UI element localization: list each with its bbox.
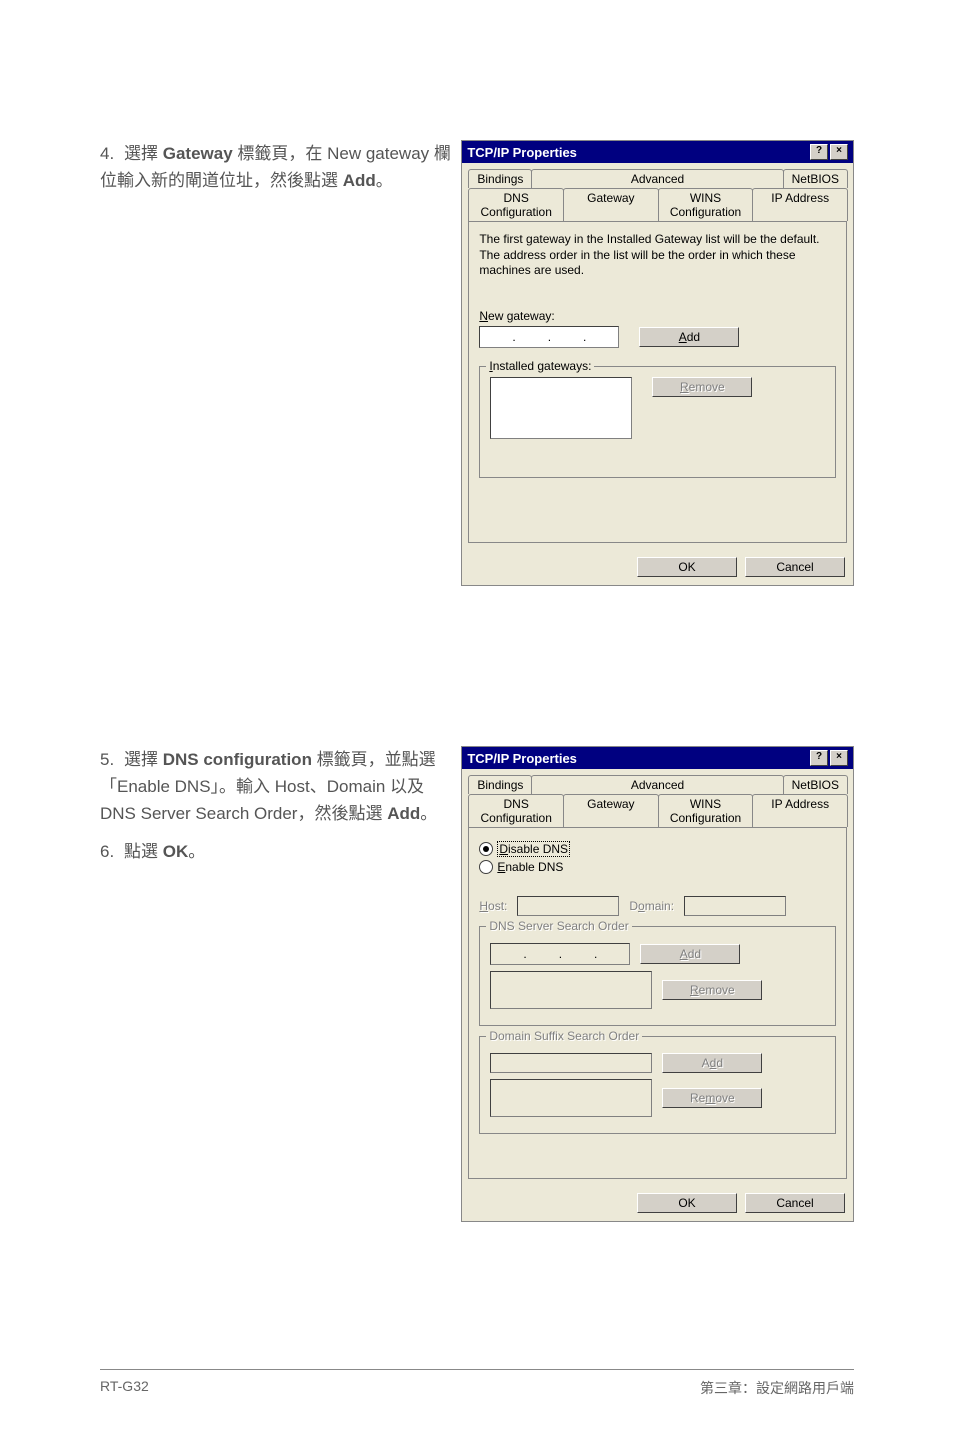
step-6-num: 6.: [100, 838, 124, 865]
new-gateway-label: NNew gateway:ew gateway:: [479, 309, 836, 323]
disable-dns-radio[interactable]: Disable DNS: [479, 841, 836, 857]
installed-gateways-group: Installed gateways: Remove: [479, 366, 836, 478]
d2-tab-netbios[interactable]: NetBIOS: [783, 775, 848, 794]
d2-tab-bindings[interactable]: Bindings: [468, 775, 532, 794]
d2-ok-button[interactable]: OK: [637, 1193, 737, 1213]
suffix-input: [490, 1053, 652, 1073]
host-input: [517, 896, 619, 916]
suffix-list: [490, 1079, 652, 1117]
tab-advanced[interactable]: Advanced: [531, 169, 783, 188]
step-5-row: 5.選擇 DNS configuration 標籤頁，並點選「Enable DN…: [100, 746, 854, 1222]
step-4-text: 4.選擇 Gateway 標籤頁，在 New gateway 欄位輸入新的閘道位…: [100, 140, 461, 194]
dialog1-titlebar: TCP/IP Properties ? ×: [462, 141, 853, 163]
dialog1-bottom: OK Cancel: [462, 549, 853, 585]
host-label: Host:: [479, 899, 507, 913]
radio-icon-2: [479, 860, 493, 874]
dialog2-bottom: OK Cancel: [462, 1185, 853, 1221]
dns-dialog: TCP/IP Properties ? × Bindings Advanced …: [461, 746, 854, 1222]
step-4-num: 4.: [100, 140, 124, 167]
d2-tabrow2: DNS Configuration Gateway WINS Configura…: [462, 794, 853, 827]
installed-gateways-label: Installed gateways:: [486, 359, 594, 373]
dns-server-order-group: DNS Server Search Order . . . Add: [479, 926, 836, 1026]
dns-fields: Host: Domain: DNS Server Search Order . …: [479, 884, 836, 1140]
footer-right: 第三章：設定網路用戶端: [700, 1378, 854, 1398]
dns-remove-button: Remove: [662, 980, 762, 1000]
close-icon[interactable]: ×: [830, 144, 848, 160]
d2-tab-gateway[interactable]: Gateway: [563, 794, 659, 827]
remove-button: Remove: [652, 377, 752, 397]
enable-dns-radio[interactable]: Enable DNS: [479, 860, 836, 874]
dns-server-order-label: DNS Server Search Order: [486, 919, 631, 933]
tab-dns-config[interactable]: DNS Configuration: [468, 188, 564, 221]
tabrow1: Bindings Advanced NetBIOS: [462, 163, 853, 188]
d2-cancel-button[interactable]: Cancel: [745, 1193, 845, 1213]
tab-ip[interactable]: IP Address: [752, 188, 848, 221]
gateway-dialog: TCP/IP Properties ? × Bindings Advanced …: [461, 140, 854, 586]
tab-wins[interactable]: WINS Configuration: [658, 188, 754, 221]
gateway-tab-body: The first gateway in the Installed Gatew…: [468, 221, 847, 543]
add-button[interactable]: Add: [639, 327, 739, 347]
new-gateway-input[interactable]: . . .: [479, 326, 619, 348]
suffix-remove-button: Remove: [662, 1088, 762, 1108]
radio-icon: [479, 842, 493, 856]
d2-tab-wins[interactable]: WINS Configuration: [658, 794, 754, 827]
step-4-row: 4.選擇 Gateway 標籤頁，在 New gateway 欄位輸入新的閘道位…: [100, 140, 854, 586]
domain-label: Domain:: [629, 899, 674, 913]
d2-tab-ip[interactable]: IP Address: [752, 794, 848, 827]
dns-tab-body: Disable DNS Enable DNS Host: Domain: DNS…: [468, 827, 847, 1179]
d2-tab-advanced[interactable]: Advanced: [531, 775, 783, 794]
cancel-button[interactable]: Cancel: [745, 557, 845, 577]
gateway-description: The first gateway in the Installed Gatew…: [479, 232, 836, 279]
footer-left: RT-G32: [100, 1378, 149, 1398]
step-5-6-text: 5.選擇 DNS configuration 標籤頁，並點選「Enable DN…: [100, 746, 461, 865]
ok-button[interactable]: OK: [637, 557, 737, 577]
tabrow2: DNS Configuration Gateway WINS Configura…: [462, 188, 853, 221]
d2-tab-dns[interactable]: DNS Configuration: [468, 794, 564, 827]
dns-add-button: Add: [640, 944, 740, 964]
step-5-num: 5.: [100, 746, 124, 773]
help-icon[interactable]: ?: [810, 144, 828, 160]
suffix-add-button: Add: [662, 1053, 762, 1073]
d2-tabrow1: Bindings Advanced NetBIOS: [462, 769, 853, 794]
dialog2-titlebar: TCP/IP Properties ? ×: [462, 747, 853, 769]
page-footer: RT-G32 第三章：設定網路用戶端: [100, 1369, 854, 1398]
tab-gateway[interactable]: Gateway: [563, 188, 659, 221]
dns-server-list: [490, 971, 652, 1009]
tab-bindings[interactable]: Bindings: [468, 169, 532, 188]
domain-suffix-group: Domain Suffix Search Order Add Remove: [479, 1036, 836, 1134]
domain-suffix-label: Domain Suffix Search Order: [486, 1029, 642, 1043]
installed-gateways-list[interactable]: [490, 377, 632, 439]
titlebar-buttons: ? ×: [810, 144, 848, 160]
tab-netbios[interactable]: NetBIOS: [783, 169, 848, 188]
dns-ip-input: . . .: [490, 943, 630, 965]
help-icon-2[interactable]: ?: [810, 750, 828, 766]
titlebar-buttons-2: ? ×: [810, 750, 848, 766]
dialog2-title: TCP/IP Properties: [467, 751, 577, 766]
domain-input: [684, 896, 786, 916]
dialog1-title: TCP/IP Properties: [467, 145, 577, 160]
close-icon-2[interactable]: ×: [830, 750, 848, 766]
